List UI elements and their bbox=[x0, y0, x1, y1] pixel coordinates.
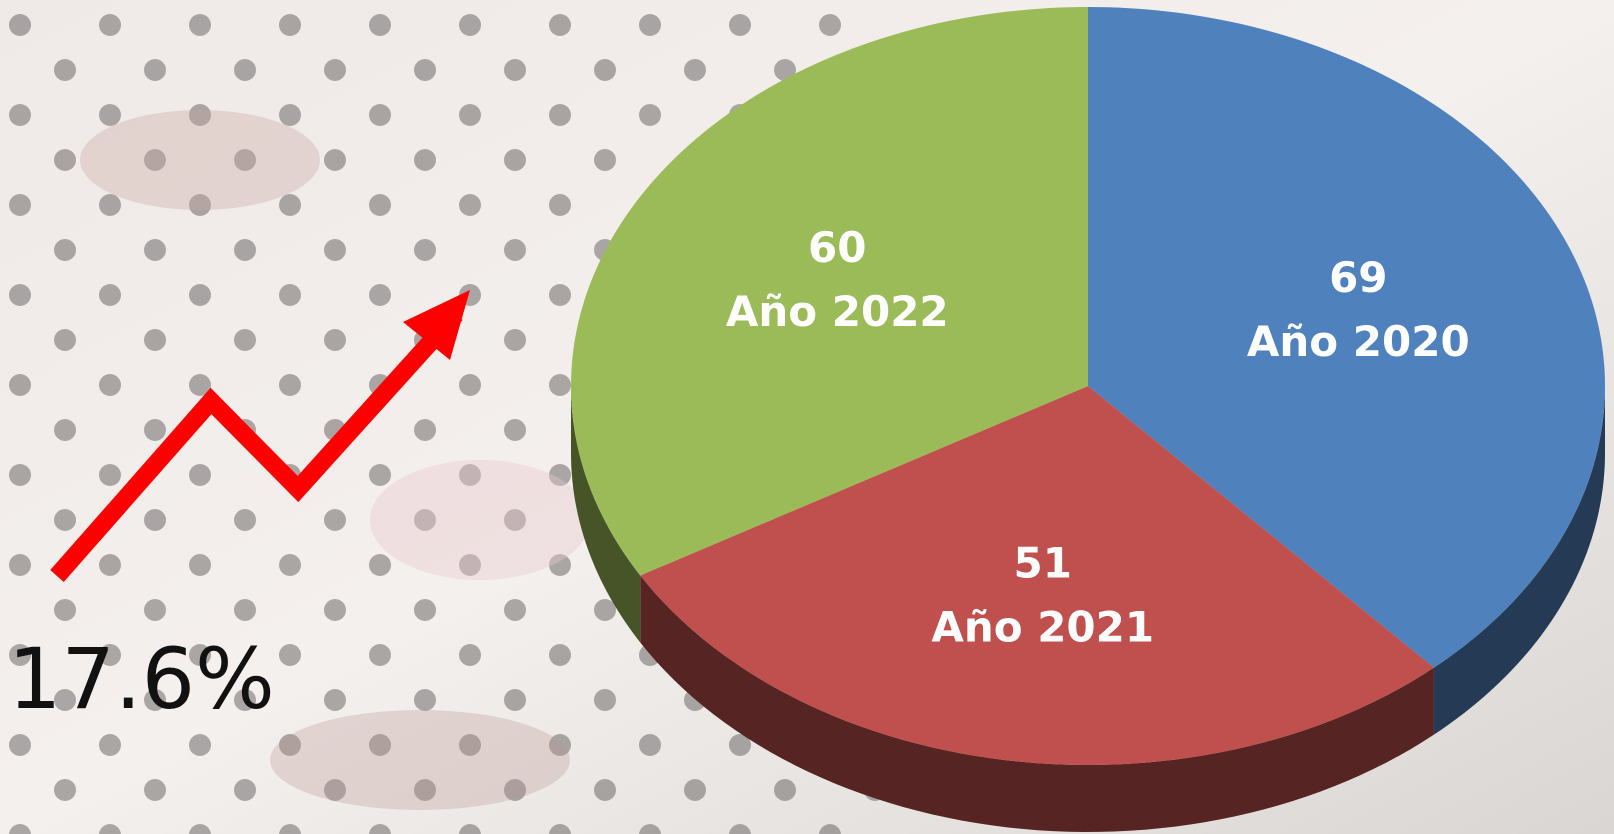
data-label: 69 bbox=[1329, 253, 1387, 302]
background-flower bbox=[80, 110, 320, 210]
chart: 69 Año 2020 51 Año 2021 60 Año 2022 17.6% bbox=[0, 0, 1614, 834]
annotation: 17.6% bbox=[8, 630, 275, 728]
data-label: 60 bbox=[808, 223, 866, 272]
category-label: Año 2020 bbox=[1247, 317, 1470, 366]
pie: 69 Año 2020 51 Año 2021 60 Año 2022 bbox=[571, 7, 1605, 832]
category-label: Año 2022 bbox=[726, 287, 949, 336]
data-label: 51 bbox=[1013, 539, 1071, 588]
background-flower bbox=[270, 710, 570, 810]
background-flower bbox=[370, 460, 590, 580]
category-label: Año 2021 bbox=[931, 603, 1154, 652]
page: 69Año 202051Año 202160Año 2022 17.6% (()… bbox=[0, 0, 1614, 834]
